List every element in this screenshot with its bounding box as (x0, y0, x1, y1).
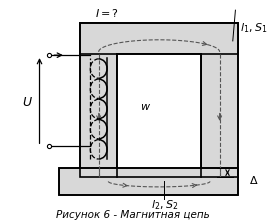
Text: $l_2, S_2$: $l_2, S_2$ (151, 199, 178, 213)
Text: $l_1, S_1$: $l_1, S_1$ (240, 21, 267, 35)
Text: $U$: $U$ (22, 96, 33, 109)
Bar (80, 23, 238, 177)
Bar (59, 168, 238, 194)
Bar (117, 54, 201, 177)
Bar (201, 23, 238, 177)
Text: $I = ?$: $I = ?$ (95, 7, 119, 19)
Text: Рисунок 6 - Магнитная цепь: Рисунок 6 - Магнитная цепь (56, 211, 210, 220)
Bar (80, 23, 117, 177)
Text: $\Delta$: $\Delta$ (249, 174, 259, 186)
Bar (59, 168, 238, 194)
Text: $w$: $w$ (140, 102, 151, 112)
Bar (80, 23, 238, 54)
